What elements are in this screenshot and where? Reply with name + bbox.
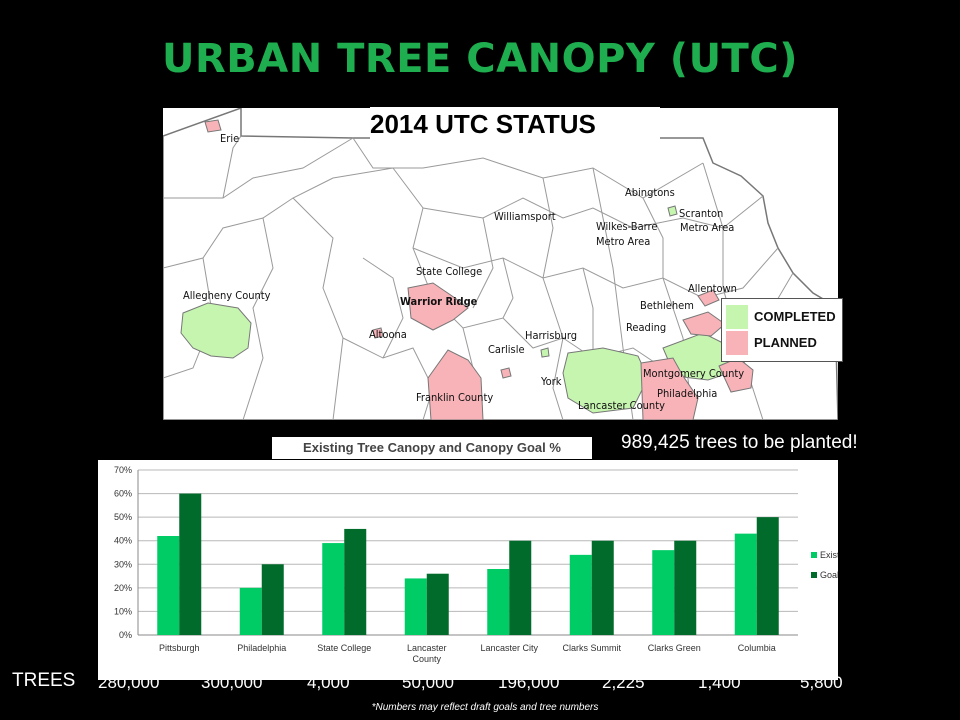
y-tick-label: 40% <box>114 536 132 546</box>
bar-goal <box>261 564 284 635</box>
bar-existing <box>569 554 592 635</box>
legend-label: Existing % <box>820 550 838 560</box>
x-tick-label: Lancaster County <box>407 643 447 664</box>
map-legend: COMPLETED PLANNED <box>721 298 843 362</box>
trees-planted-note: 989,425 trees to be planted! <box>621 432 858 453</box>
x-tick-label: State College <box>317 643 371 653</box>
x-tick-label: Columbia <box>738 643 776 653</box>
map-label-abingtons: Abingtons <box>625 186 675 199</box>
state-outline <box>163 108 838 420</box>
county-map-graphic <box>163 108 838 420</box>
tree-count-pittsburgh: 280,000 <box>98 673 160 692</box>
y-tick-label: 20% <box>114 583 132 593</box>
bar-existing <box>404 578 427 635</box>
tree-count-lancaster-county: 50,000 <box>402 673 454 692</box>
canopy-bar-chart: 0% 10% 20% 30% 40% 50% 60% 70% Pittsburgh Philade… <box>98 460 862 680</box>
pennsylvania-map <box>163 108 838 420</box>
map-label-erie: Erie <box>220 132 240 145</box>
bar-existing <box>239 587 262 635</box>
x-tick-label: Lancaster City <box>480 643 538 653</box>
x-tick-label: Pittsburgh <box>159 643 200 653</box>
completed-areas <box>180 205 739 414</box>
map-label-wilkes-barre: Wilkes-Barre <box>596 220 658 233</box>
map-label-warrior-ridge: Warrior Ridge <box>400 295 478 308</box>
utc-status-title: 2014 UTC STATUS <box>370 107 660 141</box>
map-label-allentown: Allentown <box>688 282 737 295</box>
map-label-scranton-metro-area: Metro Area <box>680 221 735 234</box>
bar-goal <box>509 540 532 635</box>
bar-existing <box>157 536 180 635</box>
map-label-scranton: Scranton <box>679 207 724 220</box>
bar-existing <box>734 533 757 635</box>
bar-goal <box>591 540 614 635</box>
map-label-philadelphia: Philadelphia <box>657 387 718 400</box>
bar-existing <box>487 569 510 635</box>
legend-swatch <box>811 552 817 558</box>
tree-count-lancaster-city: 196,000 <box>498 673 560 692</box>
map-label-bethlehem: Bethlehem <box>640 299 694 312</box>
map-label-harrisburg: Harrisburg <box>525 329 578 342</box>
x-tick-label: Philadelphia <box>237 643 286 653</box>
map-label-altoona: Altoona <box>369 328 407 341</box>
y-tick-label: 70% <box>114 465 132 475</box>
y-tick-label: 50% <box>114 512 132 522</box>
map-label-montgomery-county: Montgomery County <box>643 367 745 380</box>
planned-areas <box>204 119 754 420</box>
bar-existing <box>322 543 345 635</box>
map-label-wilkes-barre-metro-area: Metro Area <box>596 235 651 248</box>
bar-goal <box>344 528 367 635</box>
tree-count-state-college: 4,000 <box>307 673 350 692</box>
bar-existing <box>652 550 675 635</box>
footnote: *Numbers may reflect draft goals and tre… <box>371 702 599 713</box>
map-label-state-college: State College <box>416 265 483 278</box>
legend-completed-label: COMPLETED <box>754 309 836 324</box>
bar-goal <box>756 517 779 635</box>
canopy-chart: 0% 10% 20% 30% 40% 50% 60% 70% Pittsburgh Philade… <box>98 430 862 680</box>
y-tick-label: 60% <box>114 489 132 499</box>
trees-label: TREES <box>12 670 76 691</box>
y-tick-label: 10% <box>114 606 132 616</box>
map-label-york: York <box>541 375 562 388</box>
tree-count-philadelphia: 300,000 <box>201 673 263 692</box>
y-tick-label: 0% <box>119 630 132 640</box>
x-tick-label: Clarks Green <box>648 643 701 653</box>
bar-goal <box>426 573 449 635</box>
legend-completed-swatch <box>726 305 748 329</box>
legend-swatch <box>811 572 817 578</box>
map-label-williamsport: Williamsport <box>494 210 556 223</box>
map-label-allegheny-county: Allegheny County <box>183 289 271 302</box>
legend-planned: PLANNED <box>726 331 838 355</box>
county-lines <box>163 135 794 420</box>
tree-count-clarks-green: 1,400 <box>698 673 741 692</box>
tree-count-clarks-summit: 2,225 <box>602 673 645 692</box>
map-label-reading: Reading <box>626 321 667 334</box>
chart-background <box>98 460 838 680</box>
map-label-lancaster-county: Lancaster County <box>578 399 665 412</box>
x-tick-label: Clarks Summit <box>562 643 621 653</box>
chart-title: Existing Tree Canopy and Canopy Goal % <box>272 437 592 459</box>
legend-planned-swatch <box>726 331 748 355</box>
legend-completed: COMPLETED <box>726 305 838 329</box>
tree-count-columbia: 5,800 <box>800 673 843 692</box>
bar-goal <box>179 493 202 635</box>
legend-label: Goal % <box>820 570 838 580</box>
map-label-franklin-county: Franklin County <box>416 391 494 404</box>
legend-planned-label: PLANNED <box>754 335 817 350</box>
map-label-carlisle: Carlisle <box>488 343 525 356</box>
page-title: URBAN TREE CANOPY (UTC) <box>162 36 798 82</box>
bar-goal <box>674 540 697 635</box>
y-tick-label: 30% <box>114 559 132 569</box>
